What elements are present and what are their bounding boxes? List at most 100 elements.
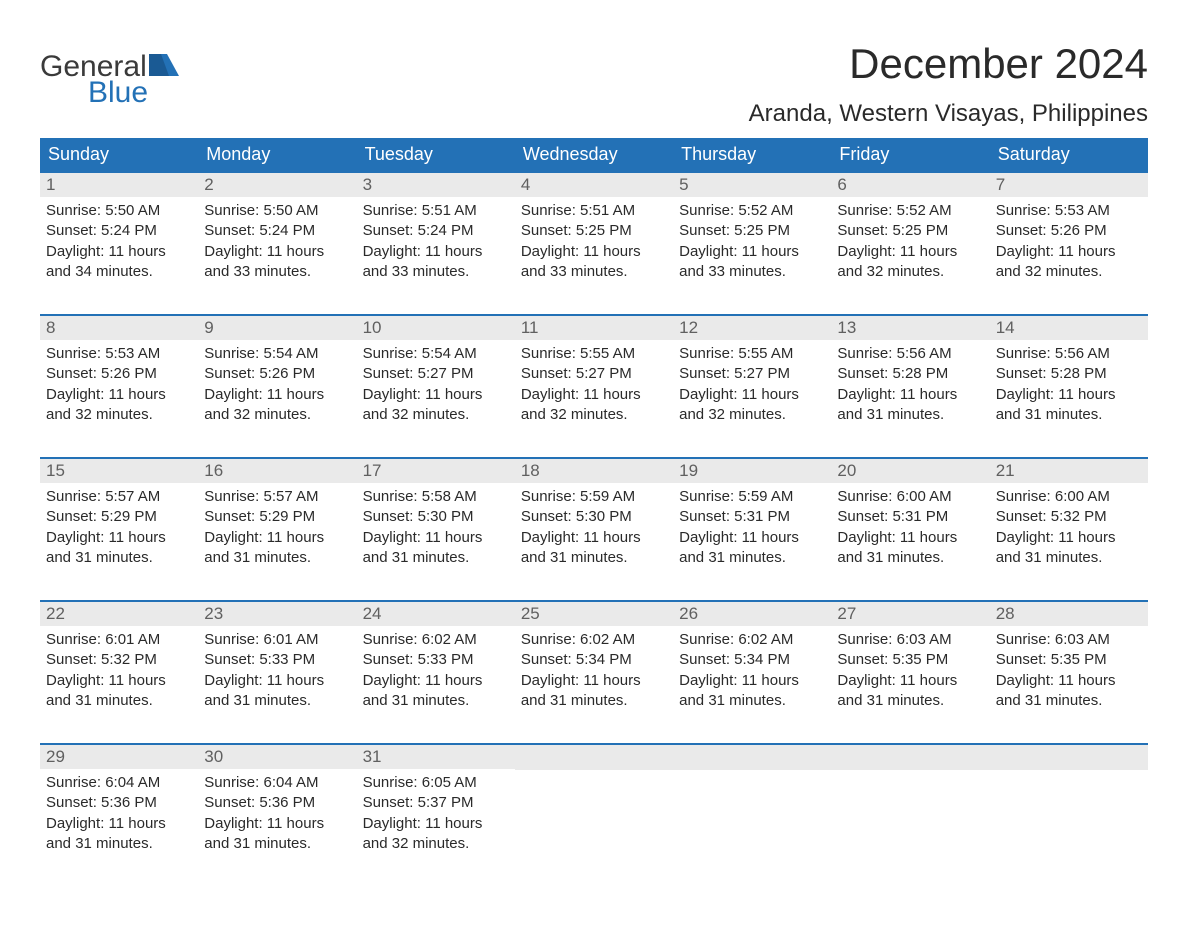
day-daylight1: Daylight: 11 hours xyxy=(996,242,1142,262)
day-cell: 18Sunrise: 5:59 AMSunset: 5:30 PMDayligh… xyxy=(515,459,673,572)
day-daylight2: and 31 minutes. xyxy=(837,548,983,568)
day-daylight1: Daylight: 11 hours xyxy=(679,242,825,262)
day-sunrise: Sunrise: 6:00 AM xyxy=(996,487,1142,507)
day-daylight1: Daylight: 11 hours xyxy=(679,528,825,548)
day-cell: 11Sunrise: 5:55 AMSunset: 5:27 PMDayligh… xyxy=(515,316,673,429)
day-cell: 8Sunrise: 5:53 AMSunset: 5:26 PMDaylight… xyxy=(40,316,198,429)
day-number: 9 xyxy=(198,316,356,340)
day-content: Sunrise: 6:01 AMSunset: 5:33 PMDaylight:… xyxy=(198,626,356,715)
day-cell: 25Sunrise: 6:02 AMSunset: 5:34 PMDayligh… xyxy=(515,602,673,715)
day-number: 24 xyxy=(357,602,515,626)
day-sunrise: Sunrise: 5:56 AM xyxy=(996,344,1142,364)
day-daylight2: and 31 minutes. xyxy=(679,548,825,568)
day-number: 4 xyxy=(515,173,673,197)
day-daylight1: Daylight: 11 hours xyxy=(204,242,350,262)
day-sunset: Sunset: 5:30 PM xyxy=(363,507,509,527)
day-sunset: Sunset: 5:27 PM xyxy=(363,364,509,384)
day-sunrise: Sunrise: 5:53 AM xyxy=(996,201,1142,221)
day-sunset: Sunset: 5:24 PM xyxy=(363,221,509,241)
day-daylight2: and 32 minutes. xyxy=(363,834,509,854)
day-sunrise: Sunrise: 5:55 AM xyxy=(521,344,667,364)
day-sunrise: Sunrise: 5:59 AM xyxy=(679,487,825,507)
day-daylight2: and 31 minutes. xyxy=(363,691,509,711)
day-sunset: Sunset: 5:24 PM xyxy=(46,221,192,241)
day-daylight1: Daylight: 11 hours xyxy=(679,671,825,691)
day-content: Sunrise: 5:55 AMSunset: 5:27 PMDaylight:… xyxy=(673,340,831,429)
day-cell: 26Sunrise: 6:02 AMSunset: 5:34 PMDayligh… xyxy=(673,602,831,715)
day-header-monday: Monday xyxy=(198,138,356,171)
day-daylight2: and 33 minutes. xyxy=(363,262,509,282)
day-cell: 6Sunrise: 5:52 AMSunset: 5:25 PMDaylight… xyxy=(831,173,989,286)
day-cell: 21Sunrise: 6:00 AMSunset: 5:32 PMDayligh… xyxy=(990,459,1148,572)
day-daylight1: Daylight: 11 hours xyxy=(363,242,509,262)
day-content: Sunrise: 5:54 AMSunset: 5:27 PMDaylight:… xyxy=(357,340,515,429)
day-content: Sunrise: 6:03 AMSunset: 5:35 PMDaylight:… xyxy=(990,626,1148,715)
day-daylight1: Daylight: 11 hours xyxy=(204,385,350,405)
day-headers-row: Sunday Monday Tuesday Wednesday Thursday… xyxy=(40,138,1148,171)
day-sunrise: Sunrise: 5:57 AM xyxy=(46,487,192,507)
day-number: 19 xyxy=(673,459,831,483)
day-daylight1: Daylight: 11 hours xyxy=(46,671,192,691)
day-content: Sunrise: 5:59 AMSunset: 5:30 PMDaylight:… xyxy=(515,483,673,572)
day-content: Sunrise: 6:04 AMSunset: 5:36 PMDaylight:… xyxy=(198,769,356,858)
day-number: 29 xyxy=(40,745,198,769)
day-content: Sunrise: 5:57 AMSunset: 5:29 PMDaylight:… xyxy=(198,483,356,572)
day-cell: 13Sunrise: 5:56 AMSunset: 5:28 PMDayligh… xyxy=(831,316,989,429)
day-number: 15 xyxy=(40,459,198,483)
day-content: Sunrise: 5:51 AMSunset: 5:24 PMDaylight:… xyxy=(357,197,515,286)
day-cell: 10Sunrise: 5:54 AMSunset: 5:27 PMDayligh… xyxy=(357,316,515,429)
day-cell: 5Sunrise: 5:52 AMSunset: 5:25 PMDaylight… xyxy=(673,173,831,286)
day-sunset: Sunset: 5:29 PM xyxy=(204,507,350,527)
day-sunset: Sunset: 5:24 PM xyxy=(204,221,350,241)
day-content: Sunrise: 6:04 AMSunset: 5:36 PMDaylight:… xyxy=(40,769,198,858)
day-cell: 7Sunrise: 5:53 AMSunset: 5:26 PMDaylight… xyxy=(990,173,1148,286)
day-sunset: Sunset: 5:35 PM xyxy=(837,650,983,670)
day-daylight1: Daylight: 11 hours xyxy=(837,385,983,405)
day-sunset: Sunset: 5:25 PM xyxy=(837,221,983,241)
day-sunset: Sunset: 5:28 PM xyxy=(837,364,983,384)
day-daylight1: Daylight: 11 hours xyxy=(46,528,192,548)
day-sunset: Sunset: 5:30 PM xyxy=(521,507,667,527)
day-daylight2: and 32 minutes. xyxy=(204,405,350,425)
day-daylight2: and 31 minutes. xyxy=(204,691,350,711)
day-number: 18 xyxy=(515,459,673,483)
day-cell: 12Sunrise: 5:55 AMSunset: 5:27 PMDayligh… xyxy=(673,316,831,429)
day-content: Sunrise: 5:52 AMSunset: 5:25 PMDaylight:… xyxy=(831,197,989,286)
day-sunset: Sunset: 5:33 PM xyxy=(363,650,509,670)
day-daylight1: Daylight: 11 hours xyxy=(996,385,1142,405)
day-daylight1: Daylight: 11 hours xyxy=(204,814,350,834)
day-daylight1: Daylight: 11 hours xyxy=(363,814,509,834)
day-content: Sunrise: 6:00 AMSunset: 5:32 PMDaylight:… xyxy=(990,483,1148,572)
day-daylight2: and 33 minutes. xyxy=(679,262,825,282)
day-daylight1: Daylight: 11 hours xyxy=(46,242,192,262)
day-daylight2: and 32 minutes. xyxy=(521,405,667,425)
day-sunrise: Sunrise: 6:02 AM xyxy=(521,630,667,650)
day-cell: 4Sunrise: 5:51 AMSunset: 5:25 PMDaylight… xyxy=(515,173,673,286)
day-cell: 27Sunrise: 6:03 AMSunset: 5:35 PMDayligh… xyxy=(831,602,989,715)
day-sunset: Sunset: 5:25 PM xyxy=(521,221,667,241)
day-sunrise: Sunrise: 5:57 AM xyxy=(204,487,350,507)
day-sunrise: Sunrise: 6:04 AM xyxy=(46,773,192,793)
day-daylight2: and 32 minutes. xyxy=(679,405,825,425)
day-daylight2: and 31 minutes. xyxy=(521,691,667,711)
title-section: December 2024 Aranda, Western Visayas, P… xyxy=(749,40,1148,128)
day-cell: 15Sunrise: 5:57 AMSunset: 5:29 PMDayligh… xyxy=(40,459,198,572)
logo: General Blue xyxy=(40,50,179,110)
day-number: 10 xyxy=(357,316,515,340)
day-cell xyxy=(831,745,989,858)
day-number: 31 xyxy=(357,745,515,769)
day-content: Sunrise: 6:01 AMSunset: 5:32 PMDaylight:… xyxy=(40,626,198,715)
day-content: Sunrise: 5:51 AMSunset: 5:25 PMDaylight:… xyxy=(515,197,673,286)
day-daylight2: and 31 minutes. xyxy=(46,548,192,568)
day-number: 14 xyxy=(990,316,1148,340)
day-sunset: Sunset: 5:26 PM xyxy=(204,364,350,384)
day-content: Sunrise: 5:56 AMSunset: 5:28 PMDaylight:… xyxy=(831,340,989,429)
day-number: 17 xyxy=(357,459,515,483)
day-daylight2: and 32 minutes. xyxy=(363,405,509,425)
day-cell: 3Sunrise: 5:51 AMSunset: 5:24 PMDaylight… xyxy=(357,173,515,286)
day-sunset: Sunset: 5:26 PM xyxy=(46,364,192,384)
day-daylight1: Daylight: 11 hours xyxy=(521,528,667,548)
day-daylight2: and 31 minutes. xyxy=(46,834,192,854)
day-content: Sunrise: 5:56 AMSunset: 5:28 PMDaylight:… xyxy=(990,340,1148,429)
day-number: 1 xyxy=(40,173,198,197)
